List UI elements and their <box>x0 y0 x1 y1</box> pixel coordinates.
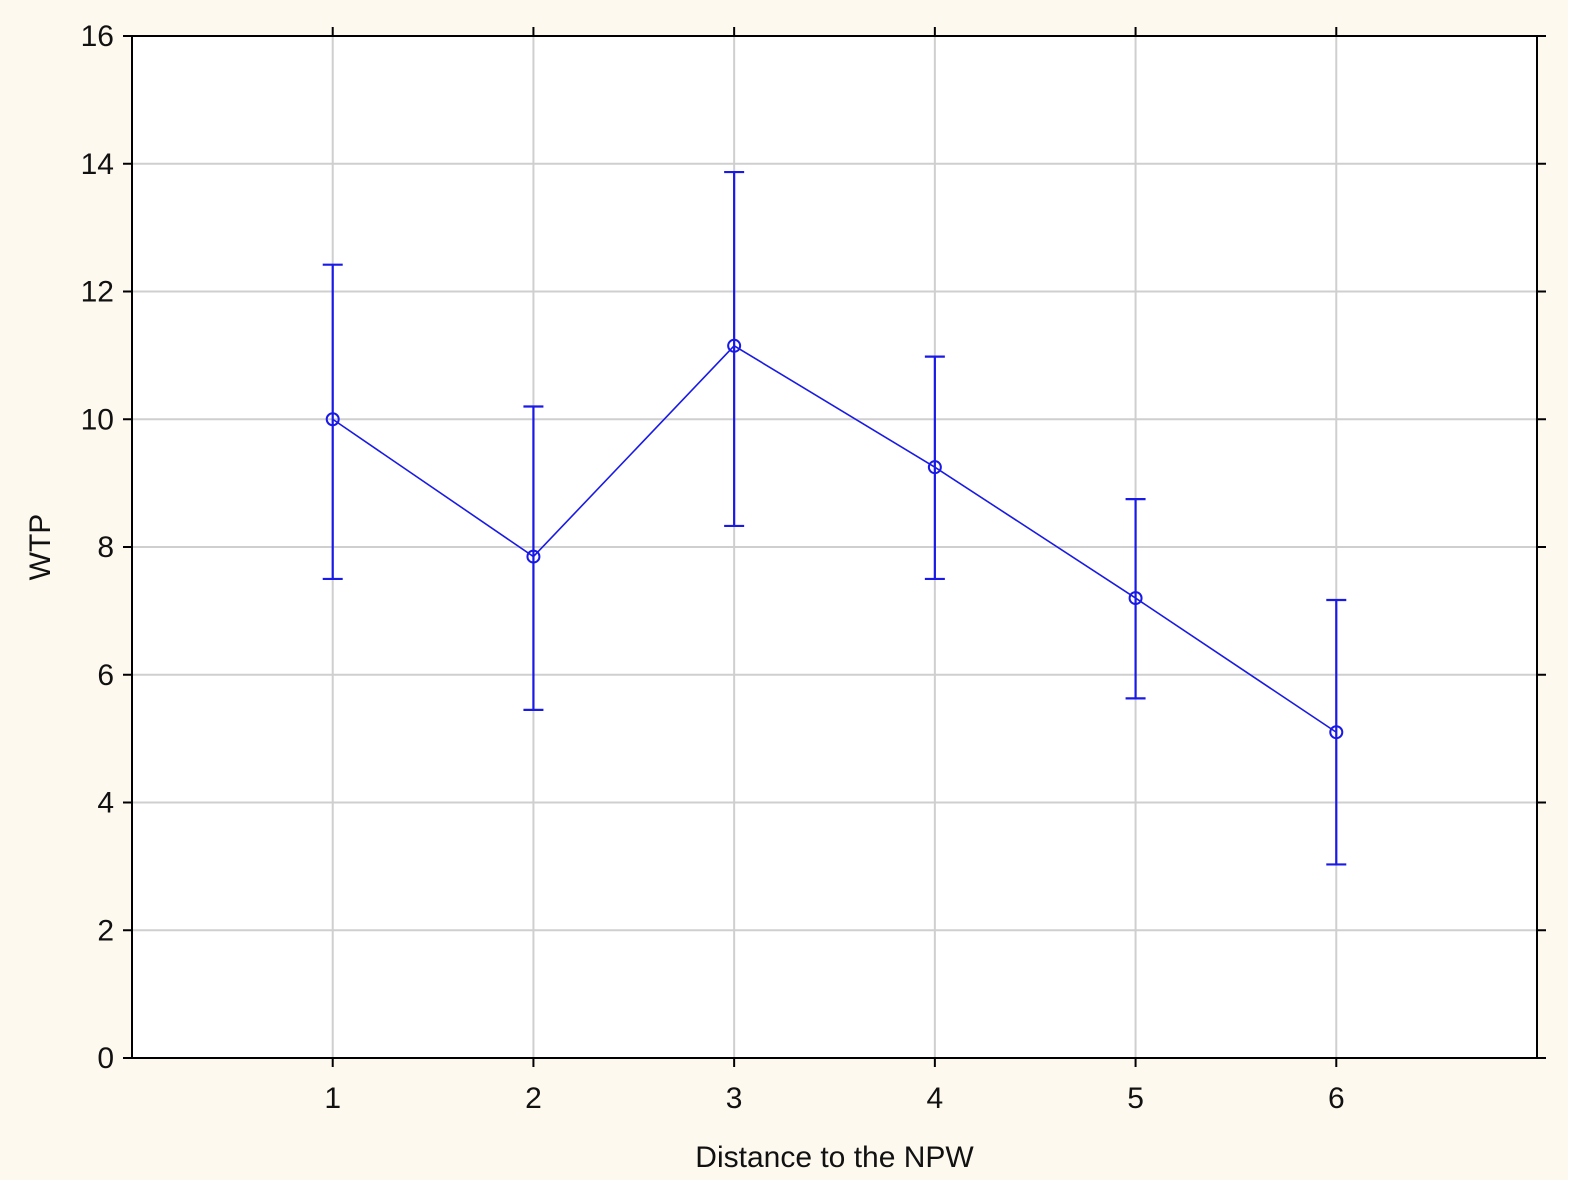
y-tick-label: 16 <box>81 20 114 53</box>
y-tick-label: 4 <box>97 787 114 820</box>
y-axis-ticks: 0 2 4 6 8 10 12 14 16 <box>81 20 1546 1075</box>
y-tick-label: 10 <box>81 403 114 436</box>
data-point <box>927 460 942 475</box>
series-line <box>332 344 1337 733</box>
x-tick-label: 3 <box>726 1082 743 1115</box>
x-axis-title: Distance to the NPW <box>695 1141 974 1174</box>
x-tick-label: 5 <box>1127 1082 1144 1115</box>
data-point <box>727 338 742 353</box>
y-tick-label: 14 <box>81 148 114 181</box>
data-point <box>1329 725 1344 740</box>
y-axis-title: WTP <box>24 514 57 581</box>
y-tick-label: 8 <box>97 531 114 564</box>
y-tick-label: 6 <box>97 659 114 692</box>
series-layer <box>322 170 1347 866</box>
x-axis-ticks: 1 2 3 4 5 6 <box>324 27 1345 1115</box>
y-tick-label: 12 <box>81 276 114 309</box>
x-tick-label: 4 <box>927 1082 944 1115</box>
y-tick-label: 0 <box>97 1042 114 1075</box>
y-tick-label: 2 <box>97 914 114 947</box>
data-point <box>526 549 541 564</box>
x-tick-label: 2 <box>525 1082 542 1115</box>
x-tick-label: 1 <box>324 1082 341 1115</box>
data-point <box>1128 591 1143 606</box>
data-point <box>325 412 340 427</box>
x-tick-label: 6 <box>1328 1082 1345 1115</box>
